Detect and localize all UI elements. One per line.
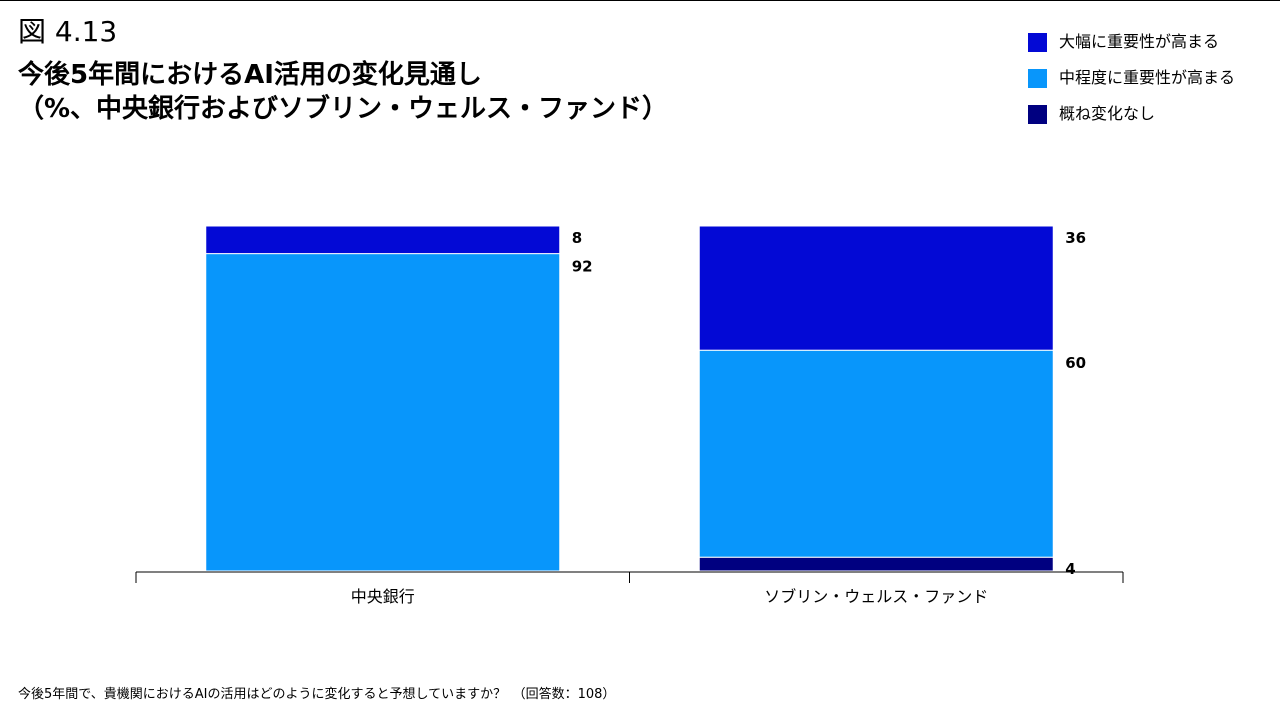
bar-2-large-increase	[698, 225, 1054, 351]
legend-swatch-moderate-increase	[1028, 68, 1047, 88]
legend-item-large-increase: 大幅に重要性が高まる	[1028, 32, 1235, 52]
chart-title-line-1: 今後5年間におけるAI活用の変化見通し	[18, 60, 482, 90]
bar-2-no-change	[698, 556, 1054, 572]
chart-title-line-2: （%、中央銀行およびソブリン・ウェルス・ファンド）	[18, 94, 669, 124]
legend-swatch-large-increase	[1028, 32, 1047, 52]
data-label-2-no-change: 4	[1065, 560, 1075, 578]
data-label-2-moderate-increase: 60	[1065, 354, 1086, 372]
data-label-1-moderate-increase: 92	[572, 258, 593, 276]
x-tick-label-1: 中央銀行	[351, 587, 415, 606]
footnote: 今後5年間で、貴機関におけるAIの活用はどのように変化すると予想していますか？ …	[18, 687, 616, 702]
legend-swatch-no-change	[1028, 104, 1047, 124]
legend-label-large-increase: 大幅に重要性が高まる	[1059, 32, 1220, 51]
data-label-1-large-increase: 8	[572, 229, 582, 247]
legend-item-moderate-increase: 中程度に重要性が高まる	[1028, 68, 1235, 88]
bar-1-moderate-increase	[205, 253, 561, 572]
x-tick-label-2: ソブリン・ウェルス・ファンド	[764, 587, 988, 606]
data-label-2-large-increase: 36	[1065, 229, 1086, 247]
legend-item-no-change: 概ね変化なし	[1028, 104, 1235, 124]
bar-1-large-increase	[205, 225, 561, 255]
chart-title: 今後5年間におけるAI活用の変化見通し （%、中央銀行およびソブリン・ウェルス・…	[18, 58, 668, 126]
legend-label-no-change: 概ね変化なし	[1059, 104, 1156, 123]
legend: 大幅に重要性が高まる 中程度に重要性が高まる 概ね変化なし	[1028, 32, 1235, 140]
bar-2-moderate-increase	[698, 349, 1054, 558]
legend-label-moderate-increase: 中程度に重要性が高まる	[1059, 68, 1236, 87]
figure-label: 図 4.13	[18, 15, 118, 48]
top-rule	[0, 0, 1280, 1]
